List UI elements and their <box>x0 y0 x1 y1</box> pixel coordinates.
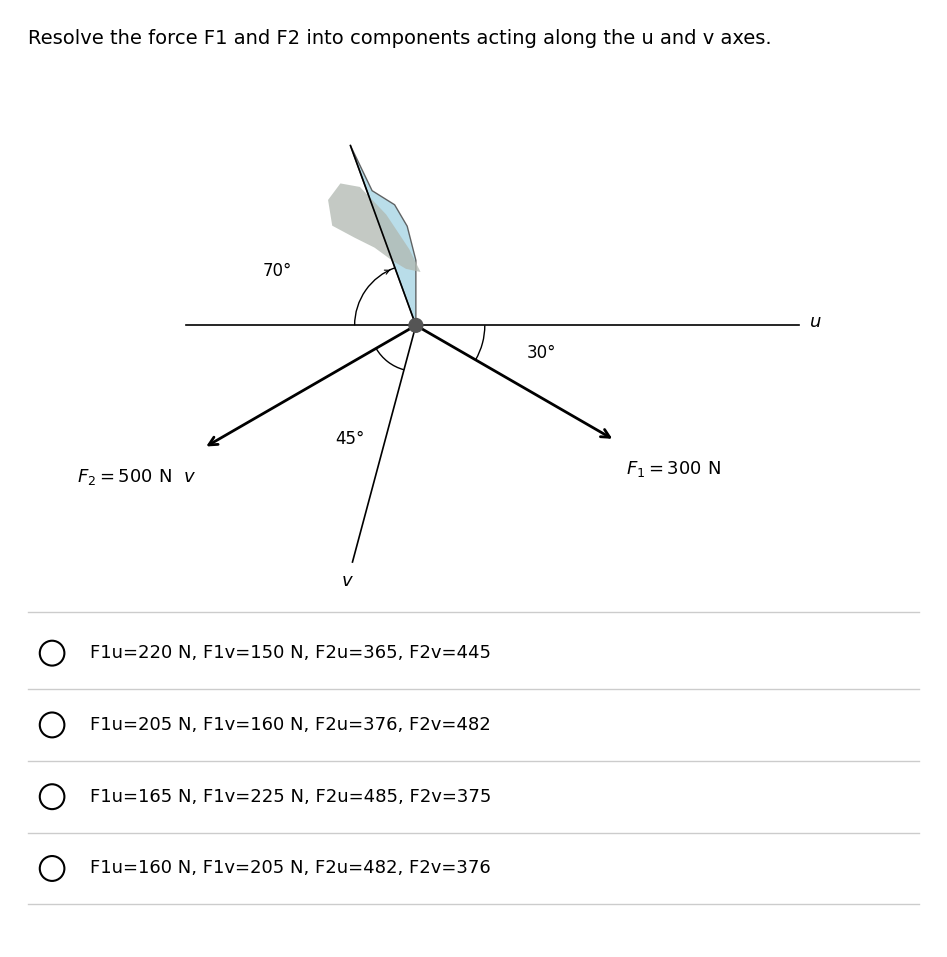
Circle shape <box>409 319 422 332</box>
Text: F1u=220 N, F1v=150 N, F2u=365, F2v=445: F1u=220 N, F1v=150 N, F2u=365, F2v=445 <box>90 644 491 662</box>
Text: v: v <box>342 572 352 590</box>
Text: 70°: 70° <box>262 261 292 279</box>
Text: 45°: 45° <box>335 430 365 448</box>
Polygon shape <box>328 184 420 272</box>
Text: 30°: 30° <box>527 344 557 362</box>
Text: F1u=165 N, F1v=225 N, F2u=485, F2v=375: F1u=165 N, F1v=225 N, F2u=485, F2v=375 <box>90 788 491 806</box>
Text: Resolve the force F1 and F2 into components acting along the u and v axes.: Resolve the force F1 and F2 into compone… <box>28 29 772 48</box>
Text: F1u=160 N, F1v=205 N, F2u=482, F2v=376: F1u=160 N, F1v=205 N, F2u=482, F2v=376 <box>90 859 491 878</box>
Text: u: u <box>811 313 822 330</box>
Text: $F_2 = 500\ \mathrm{N}$$\ \ v$: $F_2 = 500\ \mathrm{N}$$\ \ v$ <box>77 467 196 487</box>
Text: $F_1 = 300\ \mathrm{N}$: $F_1 = 300\ \mathrm{N}$ <box>626 459 722 479</box>
Text: F1u=205 N, F1v=160 N, F2u=376, F2v=482: F1u=205 N, F1v=160 N, F2u=376, F2v=482 <box>90 716 491 734</box>
Polygon shape <box>350 145 416 325</box>
